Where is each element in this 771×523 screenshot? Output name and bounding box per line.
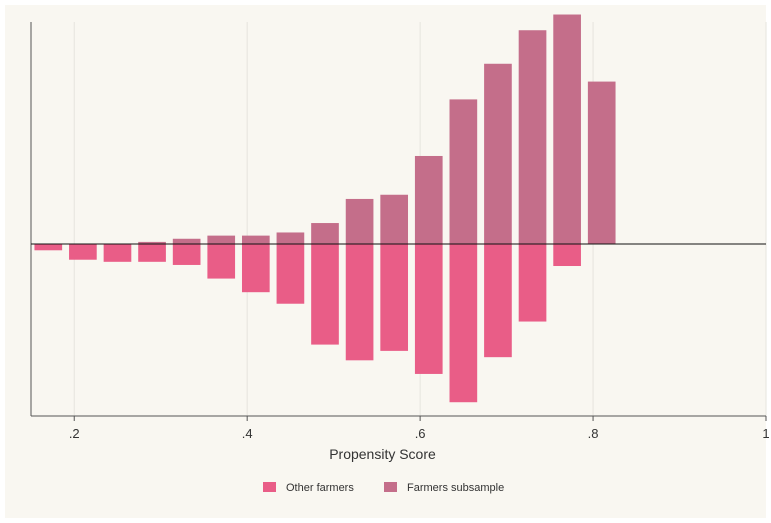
bar-other-farmers (380, 244, 409, 351)
x-tick-label: 1 (762, 426, 769, 441)
bar-other-farmers (311, 244, 339, 345)
legend: Other farmers Farmers subsample (263, 482, 504, 494)
bar-farmers-subsample (587, 81, 616, 244)
bar-other-farmers (345, 244, 374, 361)
bar-farmers-subsample (449, 99, 478, 244)
bar-farmers-subsample (138, 241, 166, 244)
bar-other-farmers (138, 244, 166, 262)
bar-farmers-subsample (553, 14, 581, 244)
x-tick-label: .2 (69, 426, 80, 441)
x-tick-label: .8 (588, 426, 599, 441)
bar-other-farmers (69, 244, 97, 260)
bar-farmers-subsample (207, 235, 236, 244)
bar-other-farmers (484, 244, 512, 358)
bar-farmers-subsample (241, 235, 270, 244)
x-tick-label: .6 (415, 426, 426, 441)
bar-other-farmers (414, 244, 443, 374)
farmers-subsample-bars (138, 14, 616, 245)
legend-label: Farmers subsample (407, 482, 504, 494)
bar-farmers-subsample (311, 223, 339, 244)
x-tick-label: .4 (242, 426, 253, 441)
other-farmers-bars (34, 244, 581, 403)
bar-other-farmers (103, 244, 132, 262)
bar-other-farmers (276, 244, 305, 304)
axes (30, 22, 766, 417)
bar-other-farmers (172, 244, 201, 265)
bar-farmers-subsample (484, 63, 512, 244)
bar-other-farmers (553, 244, 581, 267)
bar-farmers-subsample (414, 155, 443, 244)
legend-swatch (384, 482, 397, 492)
x-axis-title: Propensity Score (329, 446, 436, 462)
legend-swatch (263, 482, 276, 492)
bar-farmers-subsample (518, 30, 547, 245)
bar-farmers-subsample (172, 238, 201, 244)
bar-farmers-subsample (276, 232, 305, 244)
bar-farmers-subsample (380, 194, 409, 244)
bar-other-farmers (207, 244, 236, 279)
bar-other-farmers (241, 244, 270, 293)
bar-other-farmers (518, 244, 547, 322)
legend-label: Other farmers (286, 482, 354, 494)
x-ticks: .2 .4 .6 .8 1 (69, 416, 770, 441)
bar-other-farmers (449, 244, 478, 403)
bar-other-farmers (34, 244, 63, 251)
bar-farmers-subsample (345, 198, 374, 244)
